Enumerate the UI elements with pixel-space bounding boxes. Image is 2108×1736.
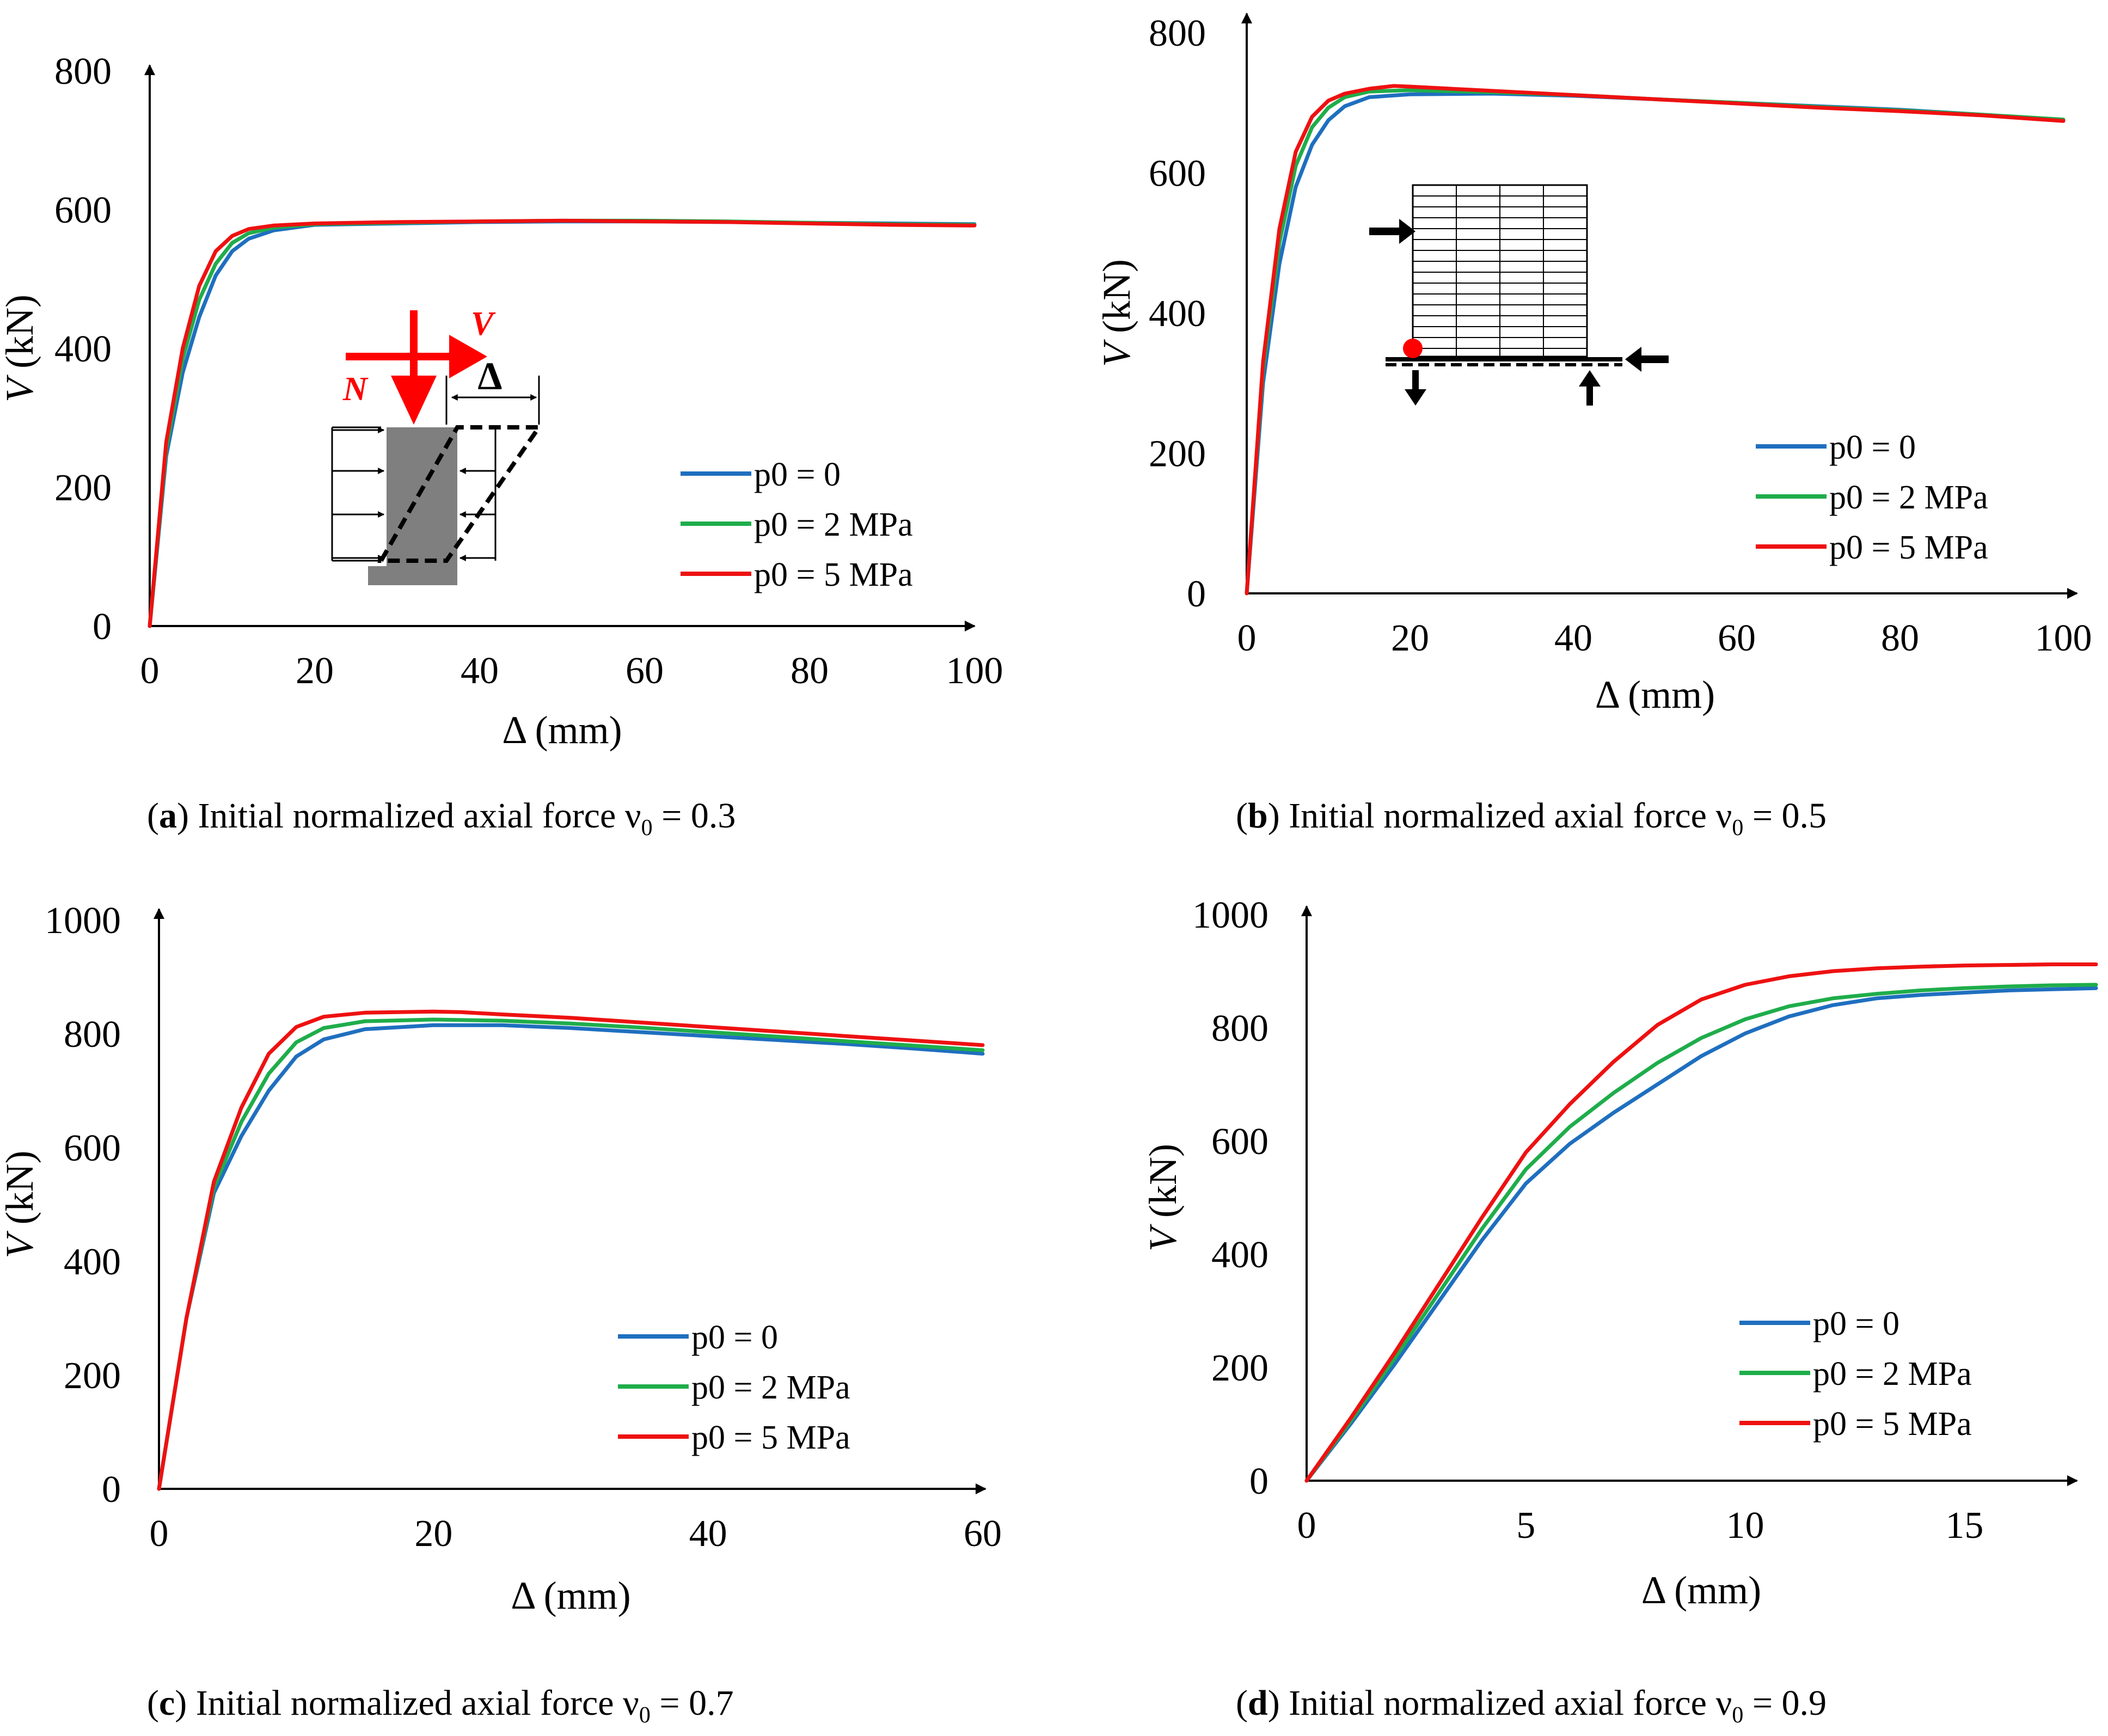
legend-label: p0 = 0 [1813, 1305, 1899, 1342]
x-axis-label: Δ (mm) [1641, 1568, 1761, 1612]
x-tick-label: 40 [1554, 617, 1592, 659]
x-axis-label: Δ (mm) [1595, 673, 1715, 716]
x-axis-label: Δ (mm) [511, 1574, 630, 1617]
x-tick-label: 60 [964, 1513, 1002, 1555]
y-tick-label: 600 [54, 189, 112, 231]
legend-label: p0 = 5 MPa [691, 1419, 850, 1456]
x-tick-label: 20 [414, 1513, 452, 1555]
x-tick-label: 80 [1881, 617, 1919, 659]
x-tick-label: 10 [1726, 1505, 1764, 1547]
panel-d: 0 200 400 600 800 1000 0 5 10 15 Δ (mm) V (kN) p0 = … [1141, 894, 2098, 1728]
y-tick-label: 200 [54, 467, 112, 509]
y-tick-label: 400 [1211, 1234, 1269, 1276]
y-tick-label: 0 [1249, 1461, 1269, 1502]
panel-caption: (a) Initial normalized axial force ν0 = … [147, 796, 736, 841]
inset-delta-label: Δ [477, 354, 502, 398]
series-line [1245, 88, 2066, 596]
series-line [148, 218, 977, 628]
y-tick-label: 600 [64, 1127, 121, 1169]
mesh-grid [1413, 185, 1587, 357]
legend-label: p0 = 5 MPa [754, 556, 913, 593]
y-tick-label: 600 [1211, 1121, 1269, 1163]
y-tick-label: 800 [64, 1014, 121, 1056]
y-tick-label: 1000 [45, 900, 121, 942]
x-axis-label: Δ (mm) [502, 708, 622, 752]
series-line [1245, 91, 2066, 596]
x-tick-label: 60 [626, 650, 664, 692]
y-tick-label: 200 [1211, 1347, 1269, 1389]
legend-label: p0 = 2 MPa [754, 506, 913, 543]
y-tick-label: 1000 [1192, 894, 1269, 936]
column-base [368, 566, 455, 585]
x-tick-label: 15 [1945, 1505, 1983, 1547]
x-tick-label: 40 [689, 1513, 727, 1555]
inset-mesh-section [1369, 184, 1669, 406]
series-line [157, 1023, 985, 1491]
legend-label: p0 = 0 [754, 456, 841, 493]
x-tick-label: 0 [1297, 1505, 1316, 1547]
series-line [1304, 986, 2098, 1483]
y-tick-label: 800 [54, 51, 112, 93]
legend-label: p0 = 5 MPa [1829, 529, 1988, 566]
red-point-marker [1403, 339, 1423, 358]
x-tick-label: 0 [1237, 617, 1257, 659]
x-tick-label: 20 [1391, 617, 1429, 659]
x-tick-label: 0 [150, 1513, 169, 1555]
y-axis-label: V (kN) [1141, 1144, 1185, 1252]
y-tick-label: 400 [64, 1241, 121, 1283]
panel-c: 0 200 400 600 800 1000 0 20 40 60 Δ (mm) V (kN) p0 =… [0, 900, 1002, 1728]
series-line [1304, 962, 2098, 1483]
panel-caption: (c) Initial normalized axial force ν0 = … [147, 1683, 734, 1728]
legend-label: p0 = 0 [691, 1319, 778, 1356]
x-tick-label: 5 [1516, 1505, 1535, 1547]
legend-label: p0 = 2 MPa [1829, 479, 1988, 516]
inset-v-label: V [471, 305, 496, 342]
y-axis-label: V (kN) [0, 295, 41, 402]
y-tick-label: 600 [1149, 153, 1206, 195]
x-tick-label: 100 [946, 650, 1003, 692]
y-tick-label: 0 [102, 1469, 121, 1511]
y-tick-label: 800 [1149, 13, 1206, 54]
panel-b: 0 200 400 600 800 0 20 40 60 80 100 Δ (mm) V (kN) p0 … [1095, 13, 2092, 841]
x-tick-label: 20 [296, 650, 334, 692]
inset-n-label: N [342, 371, 369, 408]
x-tick-label: 100 [2035, 617, 2092, 659]
x-tick-label: 60 [1718, 617, 1756, 659]
x-tick-label: 40 [461, 650, 499, 692]
inset-column-loading: Δ V N [331, 305, 543, 585]
y-tick-label: 200 [64, 1355, 121, 1397]
y-axis-label: V (kN) [0, 1151, 41, 1259]
x-tick-label: 0 [140, 650, 160, 692]
series-line [1304, 983, 2098, 1483]
y-tick-label: 400 [54, 328, 112, 370]
series-line [1245, 84, 2066, 596]
y-tick-label: 200 [1149, 433, 1206, 475]
panel-caption: (b) Initial normalized axial force ν0 = … [1236, 796, 1827, 841]
x-tick-label: 80 [790, 650, 829, 692]
legend-label: p0 = 2 MPa [691, 1369, 850, 1406]
legend-label: p0 = 5 MPa [1813, 1406, 1972, 1443]
legend-label: p0 = 2 MPa [1813, 1355, 1972, 1393]
y-tick-label: 400 [1149, 293, 1206, 335]
series-line [157, 1017, 985, 1491]
series-line [157, 1009, 985, 1491]
panel-a: 0 200 400 600 800 0 20 40 60 80 100 Δ (mm) V (kN) p0 … [0, 51, 1003, 841]
panel-caption: (d) Initial normalized axial force ν0 = … [1236, 1683, 1827, 1728]
y-tick-label: 800 [1211, 1008, 1269, 1050]
y-tick-label: 0 [93, 606, 112, 648]
legend-label: p0 = 0 [1829, 429, 1916, 466]
y-axis-label: V (kN) [1095, 259, 1138, 367]
y-tick-label: 0 [1187, 573, 1206, 615]
